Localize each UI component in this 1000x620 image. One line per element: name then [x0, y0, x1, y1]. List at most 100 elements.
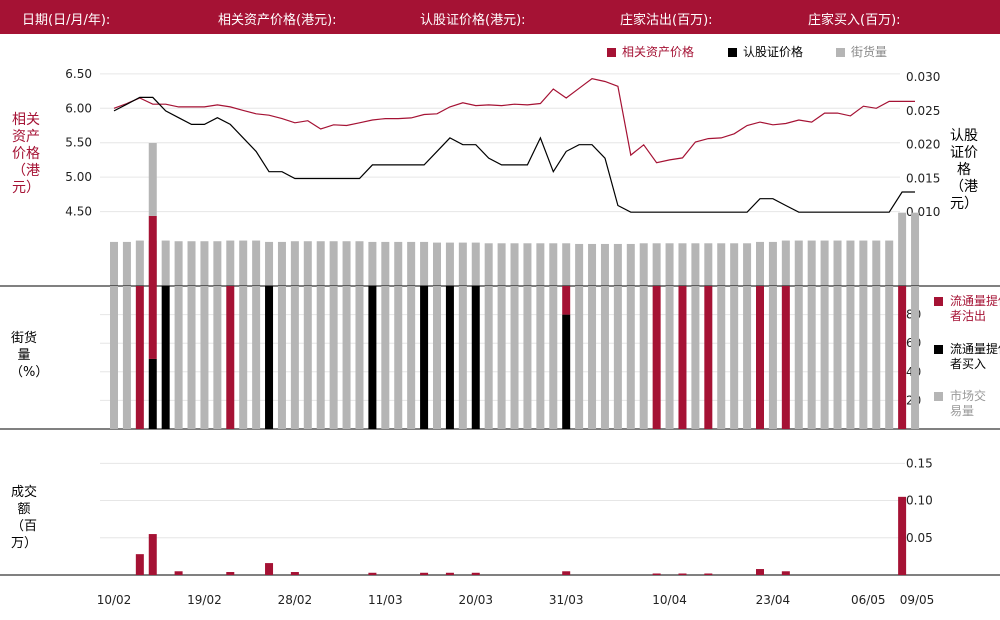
outstanding-bar	[445, 242, 454, 286]
outstanding-bar	[820, 240, 829, 286]
header-bought-label: 庄家买入(百万):	[808, 13, 901, 28]
outstanding-bar	[652, 243, 661, 286]
turnover-bar	[652, 573, 661, 575]
turnover-bar	[756, 569, 764, 575]
header-asset-price-label: 相关资产价格(港元):	[218, 13, 337, 28]
market-bar	[381, 286, 390, 429]
outstanding-bar	[743, 243, 752, 286]
market-bar	[277, 286, 286, 429]
market-bar	[187, 286, 196, 429]
x-tick-label: 11/03	[368, 593, 403, 607]
market-bar	[691, 286, 700, 429]
right-legend-lp-bought: 流通量提供者买入	[934, 342, 1000, 376]
header-date-label: 日期(日/月/年):	[22, 13, 111, 28]
outstanding-bar	[846, 240, 855, 286]
outstanding-bar	[523, 243, 532, 286]
market-bar	[329, 286, 338, 429]
right-price-tick-label: 0.025	[906, 104, 940, 118]
market-bar	[484, 286, 493, 429]
legend-warrant-label: 认股证价格	[743, 45, 804, 59]
left-price-tick-label: 5.50	[65, 136, 92, 150]
turnover-bar	[445, 572, 454, 575]
header-sold-label: 庄家沽出(百万):	[620, 13, 713, 28]
market-bar	[575, 286, 584, 429]
market-bar	[846, 286, 855, 429]
outstanding-bar	[226, 240, 235, 286]
lp-bought-bar	[368, 286, 377, 429]
outstanding-bar	[110, 241, 118, 286]
market-bar	[355, 286, 364, 429]
outstanding-bar	[717, 243, 726, 286]
market-bar	[407, 286, 416, 429]
turnover-bar	[174, 571, 183, 575]
market-bar	[859, 286, 868, 429]
outstanding-bar	[536, 243, 545, 286]
outstanding-bar	[704, 243, 713, 286]
market-swatch	[934, 392, 943, 401]
outstanding-bar	[316, 241, 325, 286]
outstanding-bar	[691, 243, 700, 286]
left-price-tick-label: 4.50	[65, 205, 92, 219]
market-bar	[174, 286, 183, 429]
turnover-tick-label: 0.05	[906, 531, 933, 545]
outstanding-bar	[484, 243, 493, 286]
turnover-bar	[562, 571, 571, 575]
outstanding-bar	[174, 241, 183, 286]
lp-bought-bar	[161, 286, 170, 429]
market-bar	[768, 286, 777, 429]
outstanding-bar	[381, 241, 390, 286]
market-bar	[510, 286, 519, 429]
outstanding-bar	[200, 241, 209, 286]
lp-bought-bar	[148, 358, 157, 429]
left-price-tick-label: 6.50	[65, 67, 92, 81]
market-bar	[743, 286, 752, 429]
lp-sold-bar	[652, 286, 661, 429]
lp-bought-swatch	[934, 345, 943, 354]
market-bar	[872, 286, 881, 429]
outstanding-bar	[239, 240, 248, 286]
turnover-bar	[368, 572, 377, 575]
outstanding-bar	[265, 241, 274, 286]
left-price-tick-label: 5.00	[65, 170, 92, 184]
market-bar	[497, 286, 506, 429]
x-tick-label: 28/02	[278, 593, 313, 607]
x-tick-label: 10/02	[97, 593, 132, 607]
x-tick-label: 10/04	[652, 593, 687, 607]
lp-bought-bar	[420, 286, 429, 429]
outstanding-bar	[613, 243, 622, 286]
outstanding-bar	[471, 242, 480, 286]
x-tick-label: 31/03	[549, 593, 584, 607]
outstanding-bar	[872, 240, 881, 286]
market-bar	[148, 143, 157, 216]
x-tick-label: 19/02	[187, 593, 222, 607]
outstanding-bar	[329, 241, 338, 286]
market-bar	[717, 286, 726, 429]
market-bar	[639, 286, 648, 429]
market-bar	[239, 286, 248, 429]
market-bar	[458, 286, 467, 429]
market-bar	[122, 286, 131, 429]
market-bar	[730, 286, 739, 429]
right-legend-market: 市场交易量	[934, 389, 1000, 423]
legend-warrant: 认股证价格	[728, 43, 803, 60]
outstanding-bar	[794, 240, 803, 286]
outstanding-bar	[290, 241, 299, 286]
market-bar	[433, 286, 441, 429]
market-bar	[200, 286, 209, 429]
outstanding-bar	[859, 240, 868, 286]
outstanding-bar	[756, 241, 764, 286]
outstanding-bar	[368, 241, 377, 286]
turnover-bar	[135, 554, 144, 575]
turnover-tick-label: 0.15	[906, 456, 933, 470]
turnover-bar	[226, 572, 235, 575]
outstanding-bar	[510, 243, 519, 286]
outstanding-bar	[898, 212, 907, 286]
legend-asset-label: 相关资产价格	[622, 45, 695, 59]
outstanding-bar	[433, 242, 441, 286]
outstanding-bar	[187, 241, 196, 286]
outstanding-bar	[911, 212, 920, 286]
outstanding-bar	[135, 240, 144, 286]
outstanding-bar	[639, 243, 648, 286]
x-tick-label: 23/04	[756, 593, 791, 607]
lp-sold-bar	[898, 286, 907, 429]
